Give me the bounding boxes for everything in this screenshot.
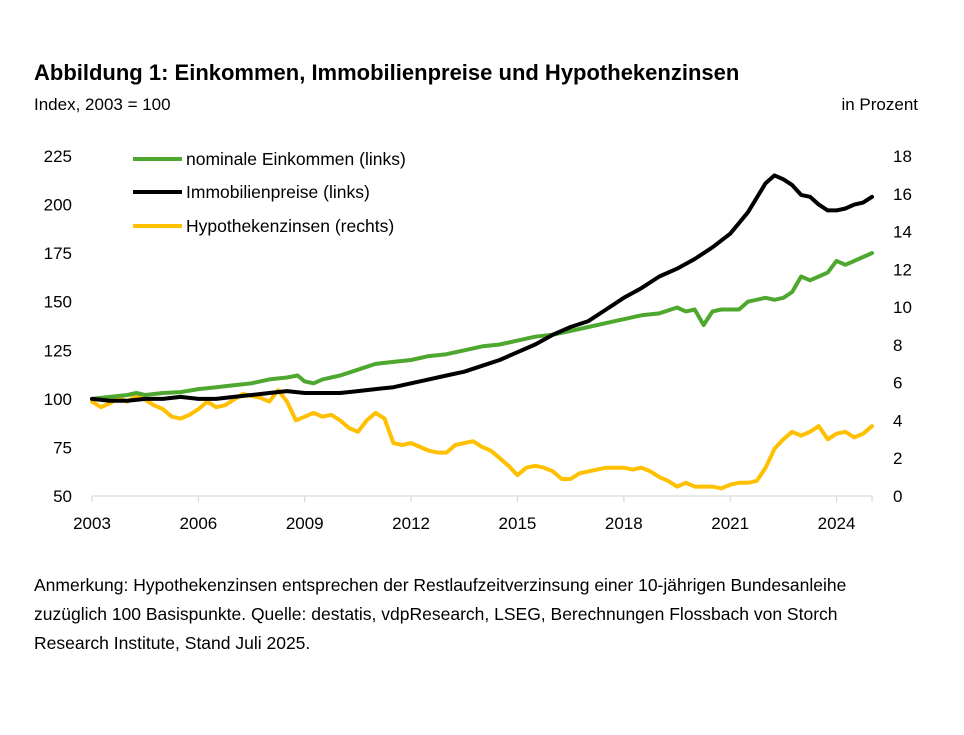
left-y-tick-label: 125 — [44, 341, 72, 360]
series-lines — [90, 173, 874, 491]
series-line-hypothekenzinsen — [90, 388, 874, 491]
left-y-tick-label: 100 — [44, 390, 72, 409]
x-tick-label: 2018 — [605, 514, 643, 533]
right-y-tick-label: 12 — [893, 260, 912, 279]
footnote: Anmerkung: Hypothekenzinsen entsprechen … — [34, 575, 847, 653]
legend-label: nominale Einkommen (links) — [186, 149, 406, 169]
left-axis-unit-label: Index, 2003 = 100 — [34, 95, 171, 114]
right-y-tick-label: 4 — [893, 411, 902, 430]
right-y-tick-label: 14 — [893, 223, 912, 242]
x-tick-label: 2003 — [73, 514, 111, 533]
right-y-tick-label: 10 — [893, 298, 912, 317]
right-y-tick-label: 0 — [893, 487, 902, 506]
left-y-tick-labels: 50 75 100 125 150 175 200 225 — [44, 147, 72, 506]
series-line-einkommen — [90, 251, 874, 401]
x-tick-label: 2024 — [818, 514, 856, 533]
legend-label: Immobilienpreise (links) — [186, 182, 370, 202]
right-y-tick-labels: 0 2 4 6 8 10 12 14 16 18 — [893, 147, 912, 506]
right-y-tick-label: 16 — [893, 185, 912, 204]
left-y-tick-label: 150 — [44, 293, 72, 312]
x-tick-label: 2009 — [286, 514, 324, 533]
left-y-tick-label: 200 — [44, 196, 72, 215]
chart-title: Abbildung 1: Einkommen, Immobilienpreise… — [34, 60, 740, 85]
left-y-tick-label: 75 — [53, 438, 72, 457]
legend-label: Hypothekenzinsen (rechts) — [186, 216, 394, 236]
right-y-tick-label: 6 — [893, 374, 902, 393]
series-line-immobilienpreise — [90, 173, 874, 403]
left-y-tick-label: 175 — [44, 244, 72, 263]
right-y-tick-label: 2 — [893, 449, 902, 468]
x-tick-marks — [91, 496, 873, 502]
x-tick-label: 2006 — [179, 514, 217, 533]
right-y-tick-label: 18 — [893, 147, 912, 166]
right-y-tick-label: 8 — [893, 336, 902, 355]
x-tick-label: 2012 — [392, 514, 430, 533]
left-y-tick-label: 50 — [53, 487, 72, 506]
legend: nominale Einkommen (links) Immobilienprei… — [133, 149, 406, 236]
left-y-tick-label: 225 — [44, 147, 72, 166]
x-tick-labels: 2003 2006 2009 2012 2015 2018 2021 2024 — [73, 514, 855, 533]
x-tick-label: 2015 — [499, 514, 537, 533]
x-tick-label: 2021 — [711, 514, 749, 533]
right-axis-unit-label: in Prozent — [841, 95, 918, 114]
